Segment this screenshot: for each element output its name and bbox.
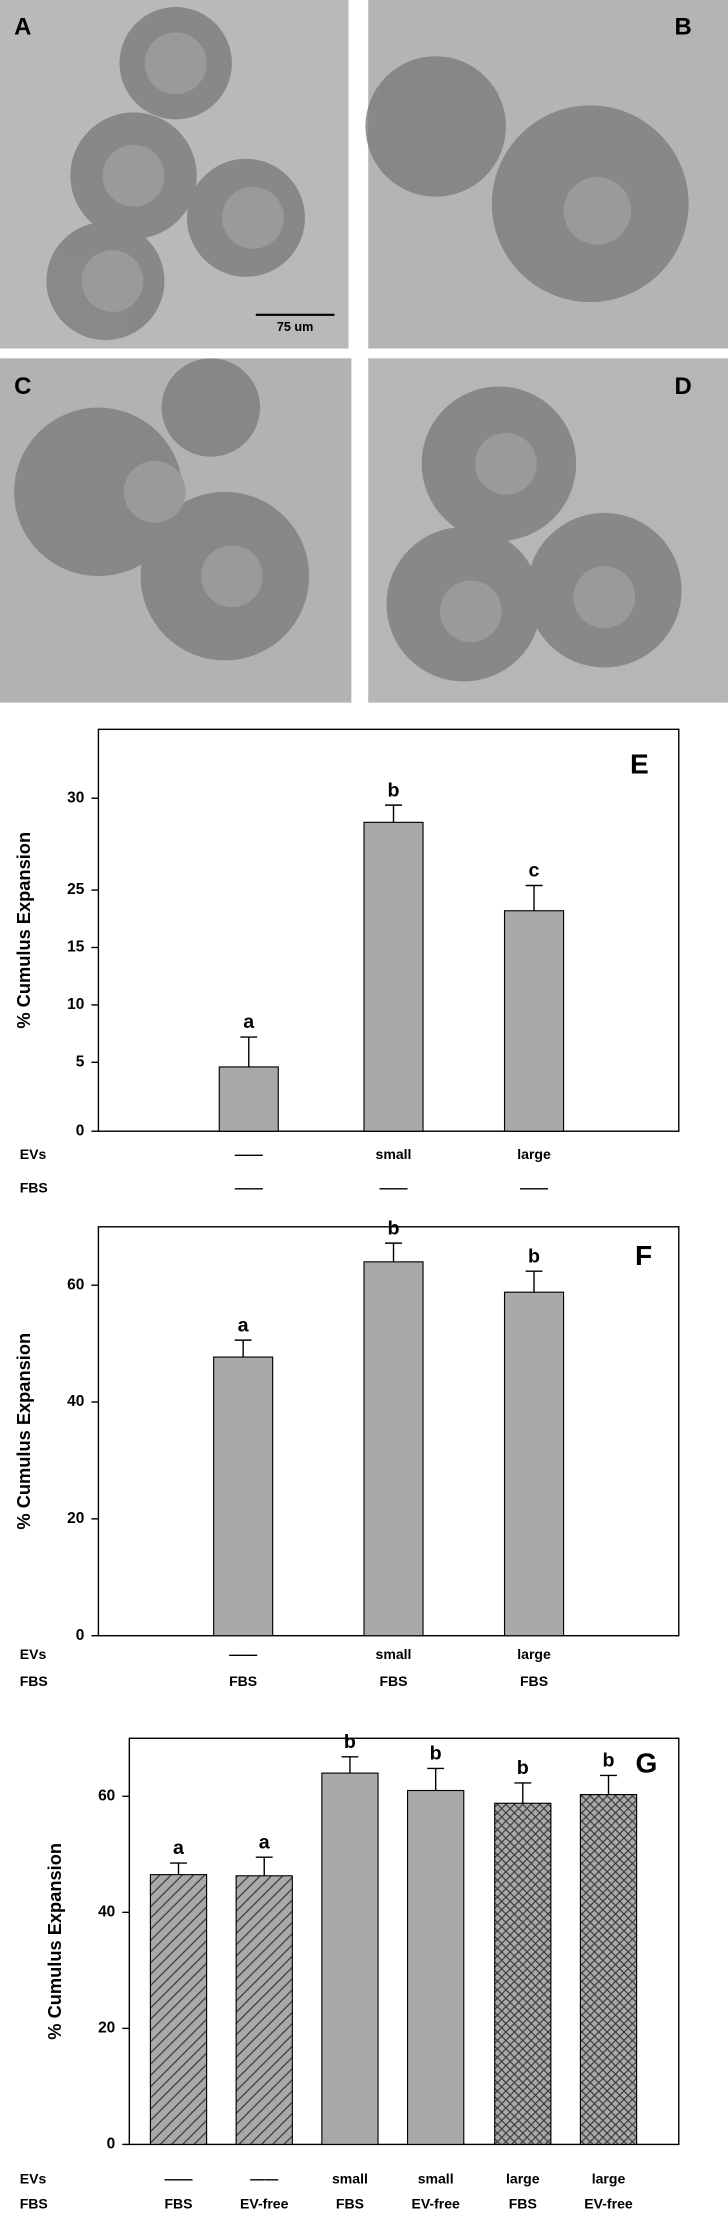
y-axis-label: % Cumulus Expansion	[13, 832, 34, 1029]
significance-letter: a	[238, 1314, 250, 1336]
y-tick-label: 40	[67, 1393, 84, 1410]
panel-letter: C	[14, 373, 31, 400]
panel-letter: A	[14, 13, 31, 40]
x-tick-label: EV-free	[584, 2196, 633, 2212]
significance-letter: b	[517, 1757, 529, 1779]
significance-letter: b	[603, 1750, 615, 1772]
plot-frame	[128, 1737, 680, 2146]
y-axis-label: % Cumulus Expansion	[44, 1843, 65, 2040]
y-tick-label: 10	[67, 996, 84, 1013]
significance-letter: b	[528, 1245, 540, 1267]
significance-letter: a	[243, 1011, 255, 1033]
y-tick-label: 0	[76, 1122, 85, 1139]
x-tick-label: ——	[235, 1180, 264, 1196]
row-label: EVs	[20, 1646, 47, 1662]
bar	[363, 1261, 424, 1637]
row-label: FBS	[20, 2196, 48, 2212]
x-tick-label: small	[376, 1146, 412, 1162]
y-tick-label: 30	[67, 789, 84, 806]
y-tick-label: 60	[67, 1276, 84, 1293]
significance-letter: a	[259, 1831, 271, 1853]
y-tick-label: 20	[98, 2019, 115, 2036]
bar	[494, 1802, 552, 2145]
significance-letter: b	[388, 1217, 400, 1239]
panel-letter: F	[635, 1240, 652, 1271]
panel-letter: G	[636, 1747, 658, 1778]
x-tick-label: EV-free	[240, 2196, 289, 2212]
x-tick-label: FBS	[229, 1673, 257, 1689]
significance-letter: b	[388, 779, 400, 801]
x-tick-label: ——	[235, 1146, 264, 1162]
significance-letter: c	[529, 860, 540, 882]
panel-letter: D	[675, 373, 692, 400]
x-tick-label: ——	[164, 2170, 193, 2186]
x-tick-label: FBS	[336, 2196, 364, 2212]
x-tick-label: ——	[520, 1180, 549, 1196]
x-tick-label: FBS	[509, 2196, 537, 2212]
row-label: FBS	[20, 1180, 48, 1196]
bar	[579, 1794, 638, 2145]
x-tick-label: large	[592, 2170, 626, 2186]
x-tick-label: small	[376, 1646, 412, 1662]
bar	[213, 1356, 274, 1637]
x-tick-label: ——	[379, 1180, 408, 1196]
x-tick-label: large	[506, 2170, 540, 2186]
bar	[321, 1772, 379, 2145]
panel-letter: E	[630, 748, 649, 779]
y-tick-label: 0	[76, 1627, 85, 1644]
x-tick-label: FBS	[520, 1673, 548, 1689]
bar	[503, 1291, 565, 1637]
bar	[407, 1789, 465, 2145]
bar	[363, 821, 424, 1132]
panel-letter: B	[675, 13, 692, 40]
row-label: EVs	[20, 2170, 47, 2186]
x-tick-label: small	[332, 2170, 368, 2186]
x-tick-label: small	[418, 2170, 454, 2186]
y-tick-label: 0	[107, 2135, 116, 2152]
scale-bar-label: 75 um	[277, 320, 314, 334]
oocytes	[81, 32, 636, 643]
row-label: FBS	[20, 1673, 48, 1689]
x-tick-label: FBS	[379, 1673, 407, 1689]
micrographs: 75 um A B C D	[0, 0, 728, 703]
y-tick-label: 5	[76, 1053, 85, 1070]
y-tick-label: 15	[67, 939, 85, 956]
x-tick-label: large	[517, 1646, 551, 1662]
bar	[503, 910, 565, 1132]
x-tick-label: large	[517, 1146, 551, 1162]
y-tick-label: 40	[98, 1903, 115, 1920]
y-tick-label: 20	[67, 1510, 84, 1527]
bar	[149, 1874, 208, 2145]
y-axis-label: % Cumulus Expansion	[13, 1333, 34, 1530]
significance-letter: b	[344, 1731, 356, 1753]
bar	[218, 1066, 279, 1132]
x-tick-label: ——	[229, 1646, 258, 1662]
bar	[235, 1875, 293, 2145]
significance-letter: b	[430, 1743, 442, 1765]
row-label: EVs	[20, 1146, 47, 1162]
x-tick-label: EV-free	[411, 2196, 460, 2212]
significance-letter: a	[173, 1837, 185, 1859]
y-tick-label: 60	[98, 1787, 115, 1804]
y-tick-label: 25	[67, 881, 85, 898]
x-tick-label: ——	[250, 2170, 279, 2186]
x-tick-label: FBS	[164, 2196, 192, 2212]
